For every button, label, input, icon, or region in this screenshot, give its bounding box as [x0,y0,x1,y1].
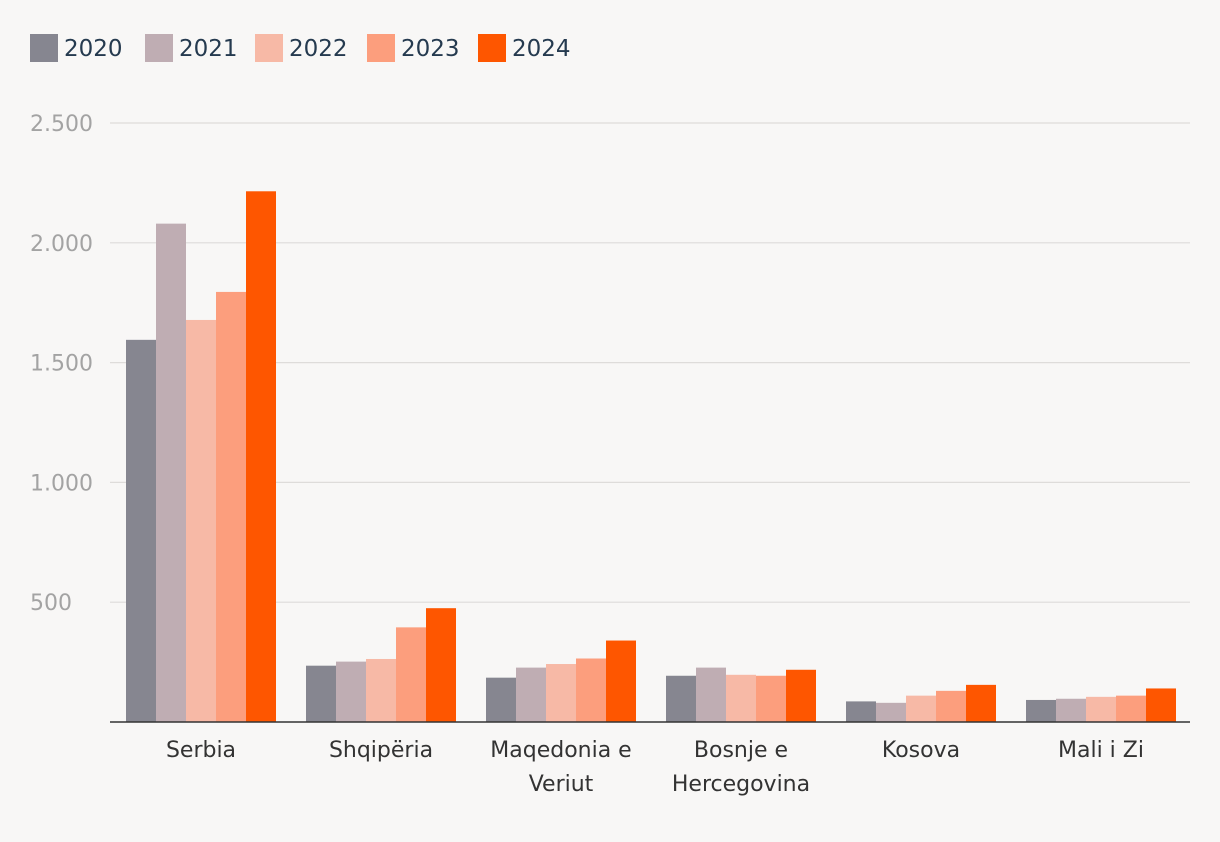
legend-item-2020: 2020 [30,34,123,62]
legend-label: 2022 [289,36,348,62]
legend-label: 2021 [179,36,238,62]
legend-swatch [255,34,283,62]
bar-2024-3 [786,669,816,722]
legend-item-2021: 2021 [145,34,238,62]
bar-2023-1 [396,627,426,722]
bar-2022-3 [726,674,756,722]
legend: 2020 2021 2022 2023 2024 [30,34,571,62]
bar-2020-1 [306,665,336,722]
bar-2021-1 [336,661,366,722]
x-tick-label: Mali i Zi [1058,738,1144,763]
bar-2022-1 [366,658,396,722]
x-tick-label: Maqedonia e Veriut [490,738,631,797]
bar-2024-1 [426,608,456,722]
bar-2023-5 [1116,695,1146,722]
bar-2023-0 [216,291,246,722]
bar-2020-2 [486,677,516,722]
bar-2021-3 [696,667,726,722]
x-tick-label: Bosnje e Hercegovina [672,738,810,797]
bar-2021-2 [516,667,546,722]
bar-2023-2 [576,658,606,722]
gridlines [110,122,1190,603]
x-tick-label: Serbia [166,738,236,763]
y-tick-label: 2.500 [30,112,93,137]
bar-2022-4 [906,695,936,722]
legend-label: 2024 [512,36,571,62]
y-axis: 500 1.000 1.500 2.000 2.500 [30,112,93,616]
bars [126,191,1176,722]
y-tick-label: 500 [30,591,72,616]
bar-2023-3 [756,675,786,722]
y-tick-label: 1.000 [30,471,93,496]
legend-label: 2020 [64,36,123,62]
bar-2020-4 [846,701,876,722]
y-tick-label: 1.500 [30,352,93,377]
bar-2022-0 [186,319,216,722]
legend-swatch [478,34,506,62]
legend-item-2023: 2023 [367,34,460,62]
bar-2020-0 [126,339,156,722]
bar-2022-5 [1086,696,1116,722]
legend-item-2024: 2024 [478,34,571,62]
x-axis: Serbia Shqipëria Maqedonia e Veriut Bosnje e… [166,738,1144,797]
bar-2021-4 [876,702,906,722]
bar-2024-4 [966,684,996,722]
bar-2024-0 [246,191,276,722]
bar-2024-2 [606,640,636,722]
legend-label: 2023 [401,36,460,62]
legend-item-2022: 2022 [255,34,348,62]
bar-2021-0 [156,223,186,722]
bar-2024-5 [1146,688,1176,722]
bar-2020-3 [666,675,696,722]
x-tick-label: Shqipëria [329,738,433,763]
bar-2021-5 [1056,698,1086,722]
legend-swatch [145,34,173,62]
legend-swatch [367,34,395,62]
bar-2023-4 [936,690,966,722]
bar-2022-2 [546,664,576,722]
x-tick-label: Kosova [882,738,960,763]
legend-swatch [30,34,58,62]
y-tick-label: 2.000 [30,232,93,257]
bar-2020-5 [1026,699,1056,722]
